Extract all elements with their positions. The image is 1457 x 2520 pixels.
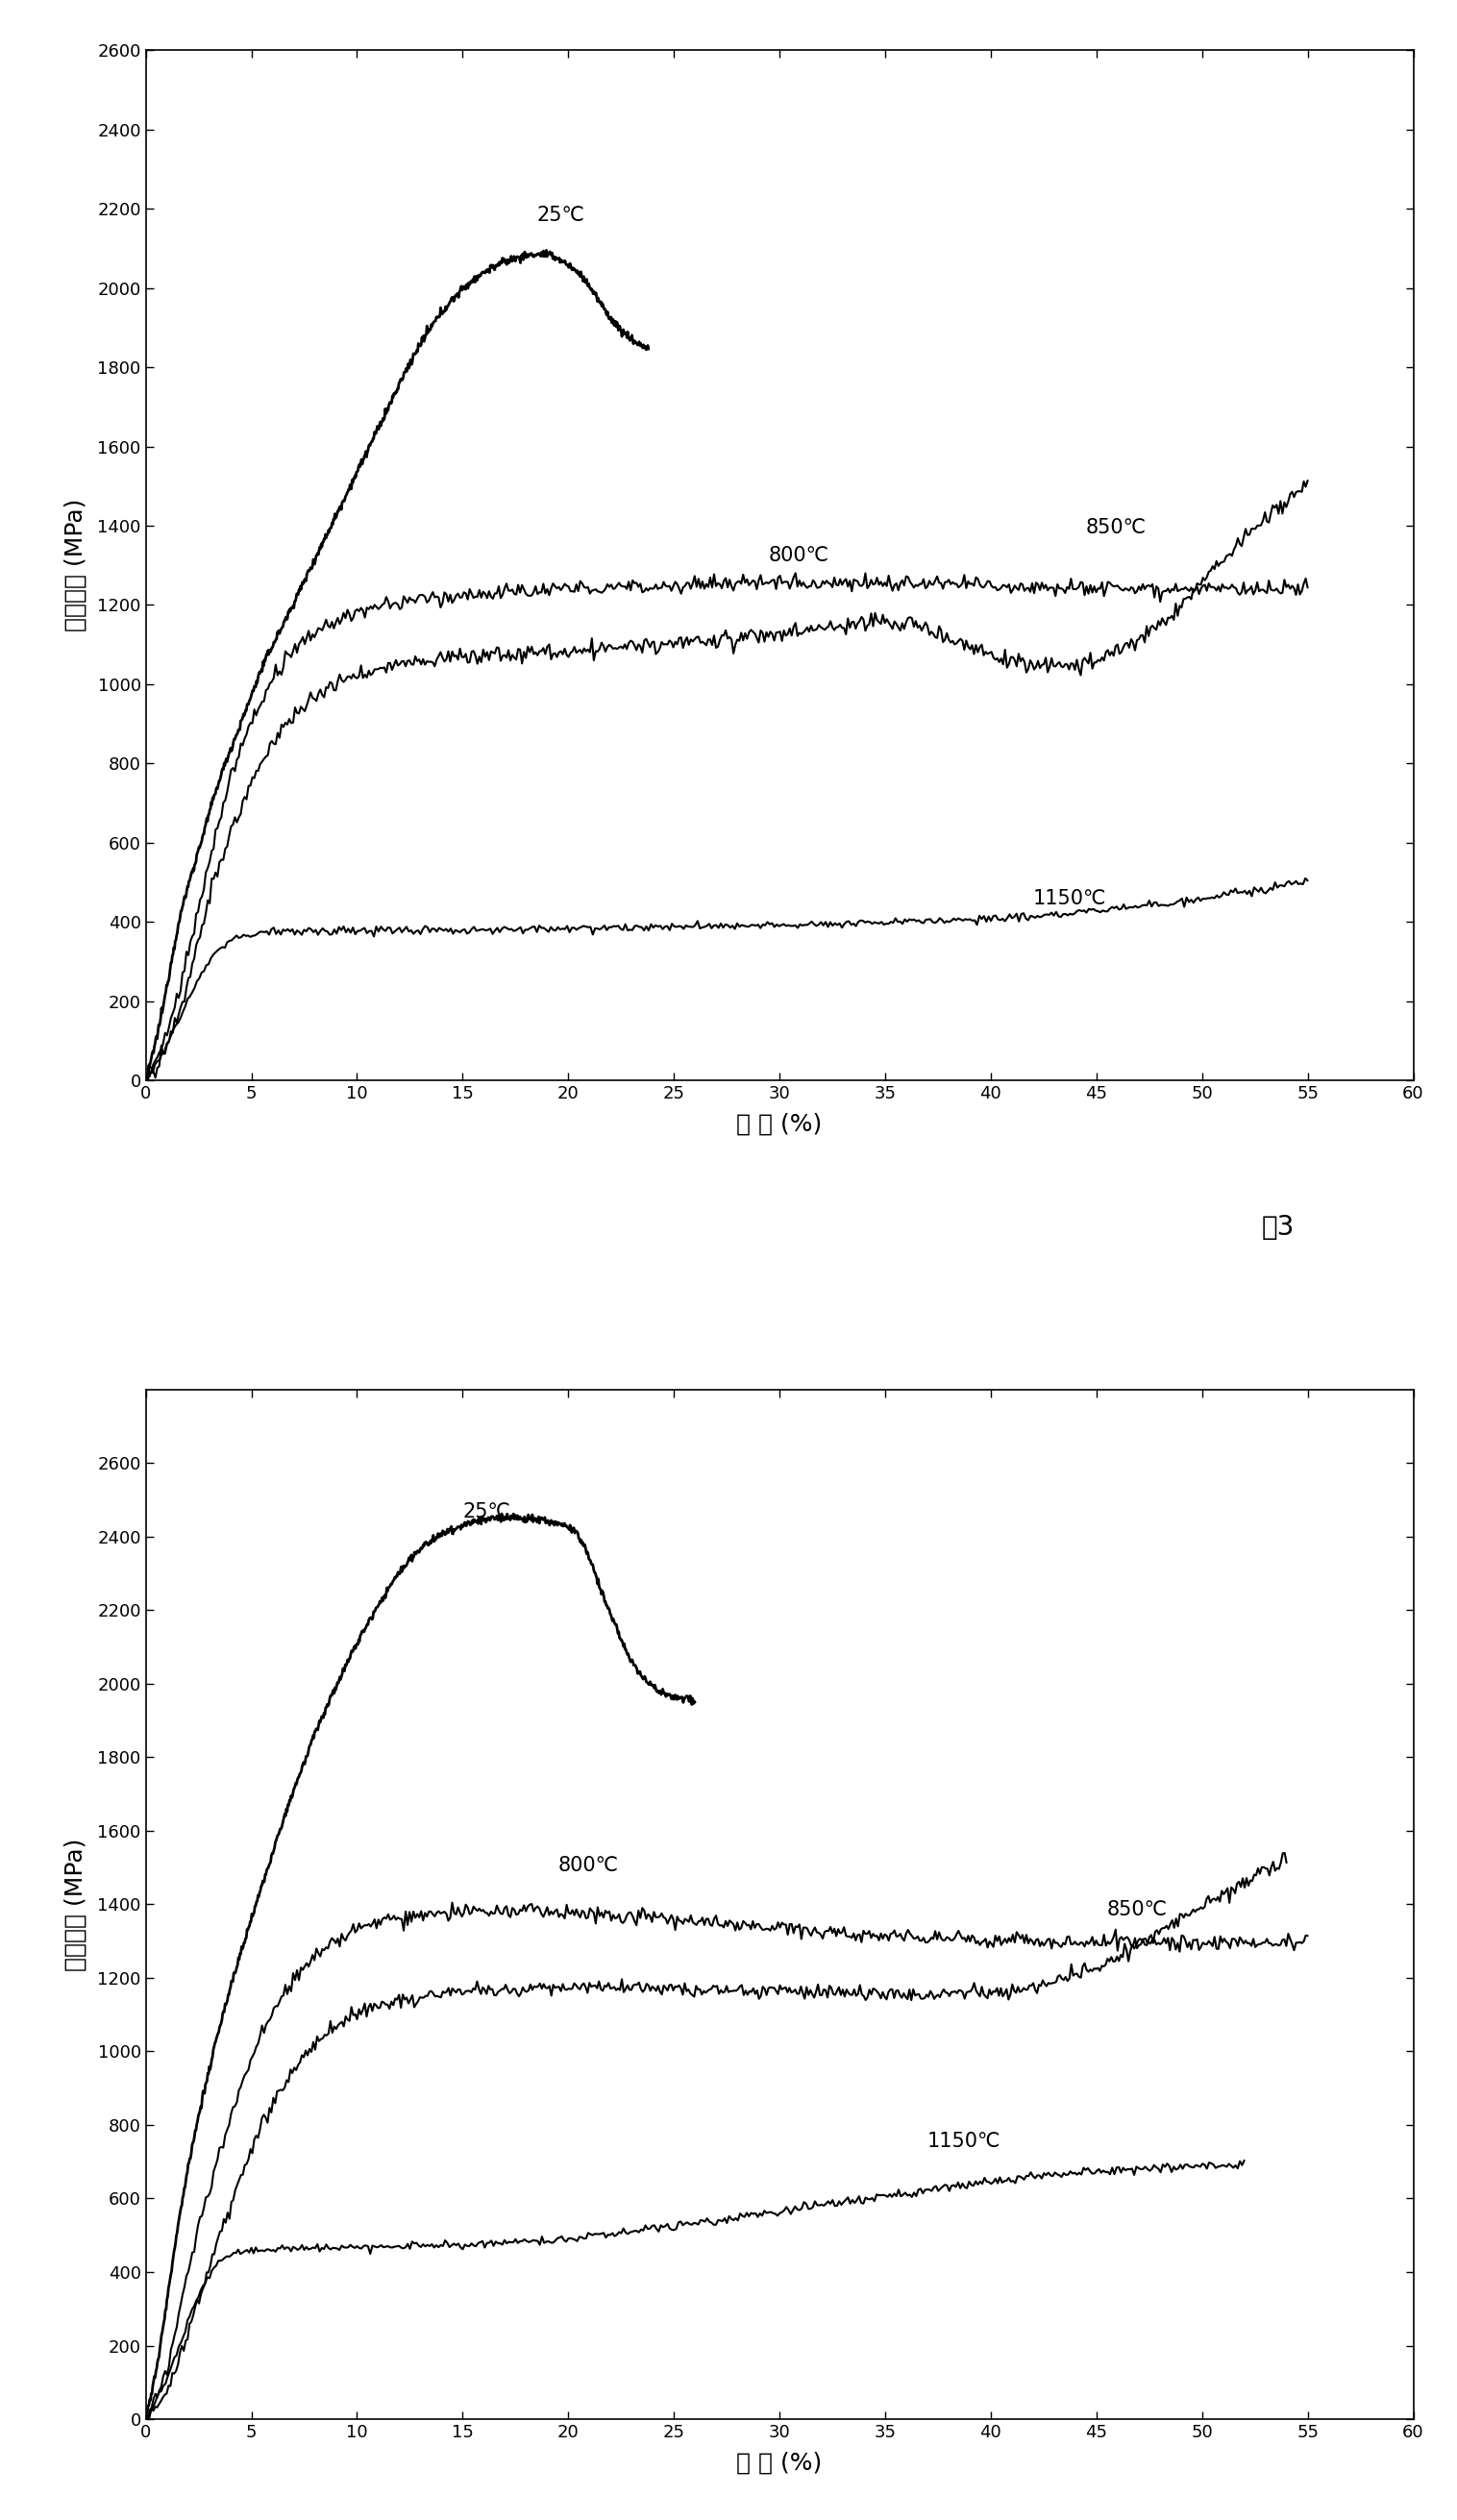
Text: 图3: 图3 [1262, 1215, 1294, 1242]
Text: 25℃: 25℃ [536, 207, 584, 224]
Text: 25℃: 25℃ [463, 1502, 510, 1522]
X-axis label: 应 变 (%): 应 变 (%) [737, 1114, 822, 1137]
Text: 800℃: 800℃ [558, 1855, 618, 1875]
Y-axis label: 屈服强度 (MPa): 屈服强度 (MPa) [64, 1837, 86, 1971]
Y-axis label: 屈服强度 (MPa): 屈服强度 (MPa) [64, 499, 86, 633]
Text: 850℃: 850℃ [1085, 519, 1147, 537]
Text: 1150℃: 1150℃ [927, 2132, 1001, 2150]
X-axis label: 应 变 (%): 应 变 (%) [737, 2452, 822, 2475]
Text: 850℃: 850℃ [1107, 1900, 1167, 1918]
Text: 1150℃: 1150℃ [1033, 890, 1106, 907]
Text: 800℃: 800℃ [769, 547, 829, 564]
